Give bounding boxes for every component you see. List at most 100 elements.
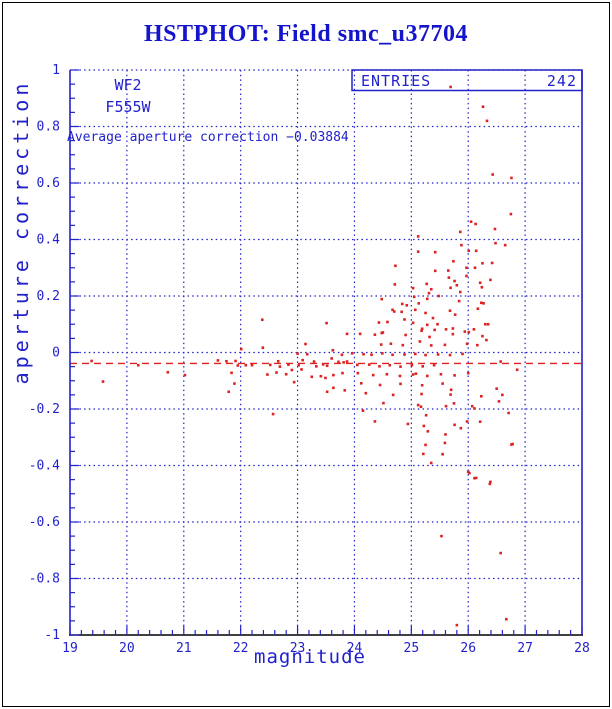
data-point (511, 442, 514, 446)
data-point (342, 361, 345, 364)
data-point (497, 400, 501, 403)
data-point (216, 359, 220, 362)
data-point (392, 310, 396, 313)
data-point (304, 342, 307, 346)
data-point (340, 353, 344, 357)
data-point (420, 329, 423, 333)
data-point (278, 365, 282, 368)
data-point (362, 352, 365, 356)
data-point (391, 353, 394, 357)
data-point (359, 381, 363, 385)
data-point (321, 363, 325, 366)
data-point (324, 376, 327, 380)
data-point (403, 353, 406, 356)
data-point (400, 310, 403, 314)
data-point (422, 424, 426, 428)
data-point (433, 250, 437, 254)
data-point (480, 301, 483, 305)
data-point (425, 282, 428, 286)
data-point (465, 266, 468, 270)
data-point (296, 352, 299, 355)
data-point (364, 391, 368, 395)
data-point (244, 363, 248, 367)
data-point (403, 318, 406, 321)
data-point (433, 328, 436, 332)
data-point (414, 352, 417, 356)
data-point (424, 443, 427, 447)
data-point (418, 340, 422, 343)
data-point (495, 387, 498, 390)
svg-text:0.4: 0.4 (37, 233, 61, 248)
data-point (411, 286, 415, 290)
data-point (470, 404, 474, 408)
data-point (510, 176, 513, 180)
data-point (250, 363, 254, 367)
data-point (480, 285, 484, 289)
data-point (474, 249, 478, 253)
svg-text:-0.4: -0.4 (29, 459, 60, 474)
data-point (509, 212, 513, 216)
data-point (425, 374, 429, 378)
data-point (499, 360, 502, 363)
data-point (416, 250, 420, 253)
svg-text:0: 0 (52, 346, 60, 361)
data-point (414, 372, 418, 375)
data-point (381, 352, 384, 355)
data-point (451, 332, 455, 336)
average-correction-label: Average aperture correction −0.03884 (67, 130, 349, 145)
data-point (325, 390, 329, 394)
data-point (473, 266, 477, 270)
scatter-points (90, 85, 519, 627)
data-point (411, 321, 415, 325)
data-point (457, 299, 461, 303)
data-point (458, 230, 462, 234)
data-point (449, 85, 452, 89)
svg-text:-0.8: -0.8 (29, 572, 60, 587)
data-point (301, 358, 304, 362)
data-point (465, 342, 469, 346)
data-point (388, 363, 392, 367)
data-point (455, 283, 459, 287)
data-point (300, 368, 303, 371)
data-point (420, 327, 424, 331)
svg-text:1: 1 (52, 63, 60, 78)
data-point (427, 291, 431, 295)
y-axis-title: aperture correction (9, 79, 33, 385)
data-point (325, 364, 329, 368)
data-point (385, 372, 389, 376)
data-point (343, 389, 347, 392)
data-point (380, 297, 384, 301)
data-point (356, 371, 360, 375)
data-point (447, 269, 450, 272)
data-point (405, 304, 409, 307)
data-point (391, 308, 394, 312)
data-point (330, 357, 333, 360)
data-point (490, 261, 494, 265)
data-point (482, 302, 485, 305)
data-point (350, 352, 354, 355)
data-point (236, 364, 240, 367)
data-point (485, 338, 488, 342)
data-point (292, 380, 296, 384)
data-point (358, 332, 362, 336)
data-point (474, 476, 478, 480)
data-point (287, 363, 290, 366)
entries-value: 242 (546, 72, 577, 90)
data-point (447, 276, 451, 279)
entries-box (351, 69, 583, 92)
data-point (449, 393, 452, 396)
data-point (453, 423, 456, 427)
data-point (101, 380, 105, 383)
data-point (424, 413, 428, 417)
data-point (271, 412, 275, 416)
data-point (460, 243, 463, 247)
y-tick-labels: 1 0.8 0.6 0.4 0.2 0 -0.2 -0.4 -0.6 -0.8 -1 (29, 63, 60, 643)
data-point (474, 222, 477, 226)
svg-text:19: 19 (62, 641, 78, 656)
data-point (419, 405, 423, 409)
data-point (436, 353, 440, 356)
data-point (444, 328, 448, 331)
data-point (371, 373, 375, 377)
data-point (136, 363, 140, 367)
data-point (379, 343, 383, 346)
